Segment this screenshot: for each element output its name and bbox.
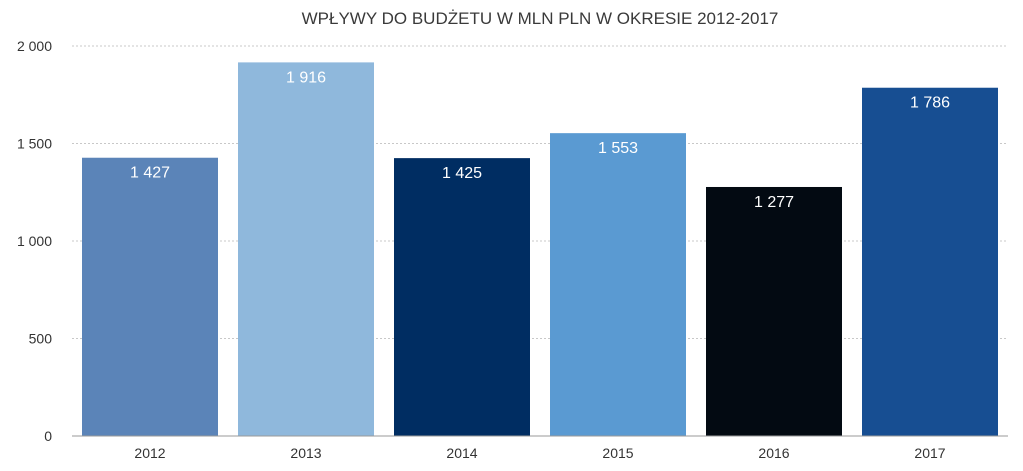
bar bbox=[862, 87, 998, 436]
bar bbox=[706, 186, 842, 436]
axis-layer: 0 500 1 000 1 500 2 000 2012 2013 2014 2015 2016 2… bbox=[17, 38, 1008, 461]
y-tick-label: 500 bbox=[29, 331, 53, 347]
bar-value-label: 1 277 bbox=[754, 194, 794, 211]
x-tick-label: 2015 bbox=[602, 445, 633, 461]
bar-value-label: 1 786 bbox=[910, 95, 950, 112]
bars-layer bbox=[82, 62, 998, 437]
x-tick-label: 2013 bbox=[290, 445, 321, 461]
x-tick-label: 2016 bbox=[758, 445, 789, 461]
bar-value-label: 1 916 bbox=[286, 69, 326, 86]
y-tick-label: 1 000 bbox=[17, 233, 52, 249]
bar bbox=[82, 157, 218, 437]
bar-value-label: 1 425 bbox=[442, 165, 482, 182]
chart-title: WPŁYWY DO BUDŻETU W MLN PLN W OKRESIE 20… bbox=[302, 9, 779, 28]
y-tick-label: 1 500 bbox=[17, 136, 52, 152]
y-tick-label: 2 000 bbox=[17, 38, 52, 54]
x-tick-label: 2017 bbox=[914, 445, 945, 461]
bar-value-label: 1 553 bbox=[598, 140, 638, 157]
bar-value-label: 1 427 bbox=[130, 165, 170, 182]
bar bbox=[394, 158, 530, 436]
x-tick-label: 2014 bbox=[446, 445, 477, 461]
bar bbox=[550, 133, 686, 437]
y-tick-label: 0 bbox=[44, 428, 52, 444]
labels-layer: 1 427 1 916 1 425 1 553 1 277 1 786 bbox=[130, 69, 950, 211]
x-tick-label: 2012 bbox=[134, 445, 165, 461]
grid-layer bbox=[72, 45, 1008, 339]
bar bbox=[238, 62, 374, 436]
